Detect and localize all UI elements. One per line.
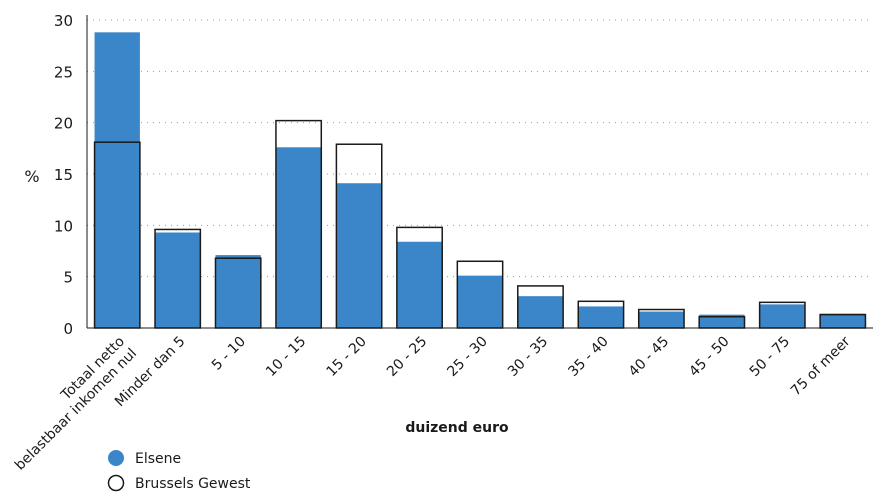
bar-elsene: [820, 313, 866, 328]
bar-elsene: [275, 147, 322, 328]
x-tick-label: 5 - 10: [209, 334, 249, 374]
bar-elsene: [155, 232, 201, 328]
legend-swatch-brussels-gewest: [107, 474, 125, 492]
y-tick-label: 25: [54, 63, 73, 81]
x-tick-label: 10 - 15: [263, 334, 309, 380]
bar-elsene: [699, 314, 745, 328]
legend: Elsene Brussels Gewest: [107, 450, 251, 492]
y-tick-label: 5: [63, 269, 73, 287]
x-tick-label: 20 - 25: [384, 334, 430, 380]
x-tick-label: 35 - 40: [565, 334, 611, 380]
legend-label-elsene: Elsene: [135, 451, 181, 467]
x-axis-label: duizend euro: [405, 420, 509, 436]
bar-elsene: [457, 275, 503, 328]
x-tick-label: 45 - 50: [686, 334, 732, 380]
bar-elsene: [517, 296, 564, 328]
bar-elsene: [759, 304, 805, 328]
bar-elsene: [638, 311, 685, 328]
bar-elsene: [336, 183, 382, 328]
x-tick-label: 15 - 20: [324, 334, 370, 380]
y-tick-label: 0: [63, 320, 73, 338]
bar-elsene: [578, 306, 624, 328]
x-tick-label: 25 - 30: [444, 334, 490, 380]
legend-swatch-elsene: [108, 450, 124, 466]
x-tick-label: 30 - 35: [505, 334, 551, 380]
legend-item-brussels-gewest: Brussels Gewest: [107, 474, 251, 492]
x-tick-label: 40 - 45: [626, 334, 672, 380]
x-tick-label: 75 of meer: [788, 333, 854, 399]
bar-elsene: [215, 255, 261, 328]
bar-elsene: [94, 32, 140, 328]
y-tick-label: 15: [54, 166, 73, 184]
y-axis-label: %: [24, 167, 39, 186]
bar-elsene: [396, 241, 443, 328]
legend-label-brussels-gewest: Brussels Gewest: [135, 476, 251, 492]
y-tick-label: 30: [54, 12, 73, 30]
legend-item-elsene: Elsene: [108, 450, 181, 467]
y-tick-label: 20: [54, 115, 73, 133]
x-tick-label: 50 - 75: [747, 334, 793, 380]
y-tick-label: 10: [54, 217, 73, 235]
